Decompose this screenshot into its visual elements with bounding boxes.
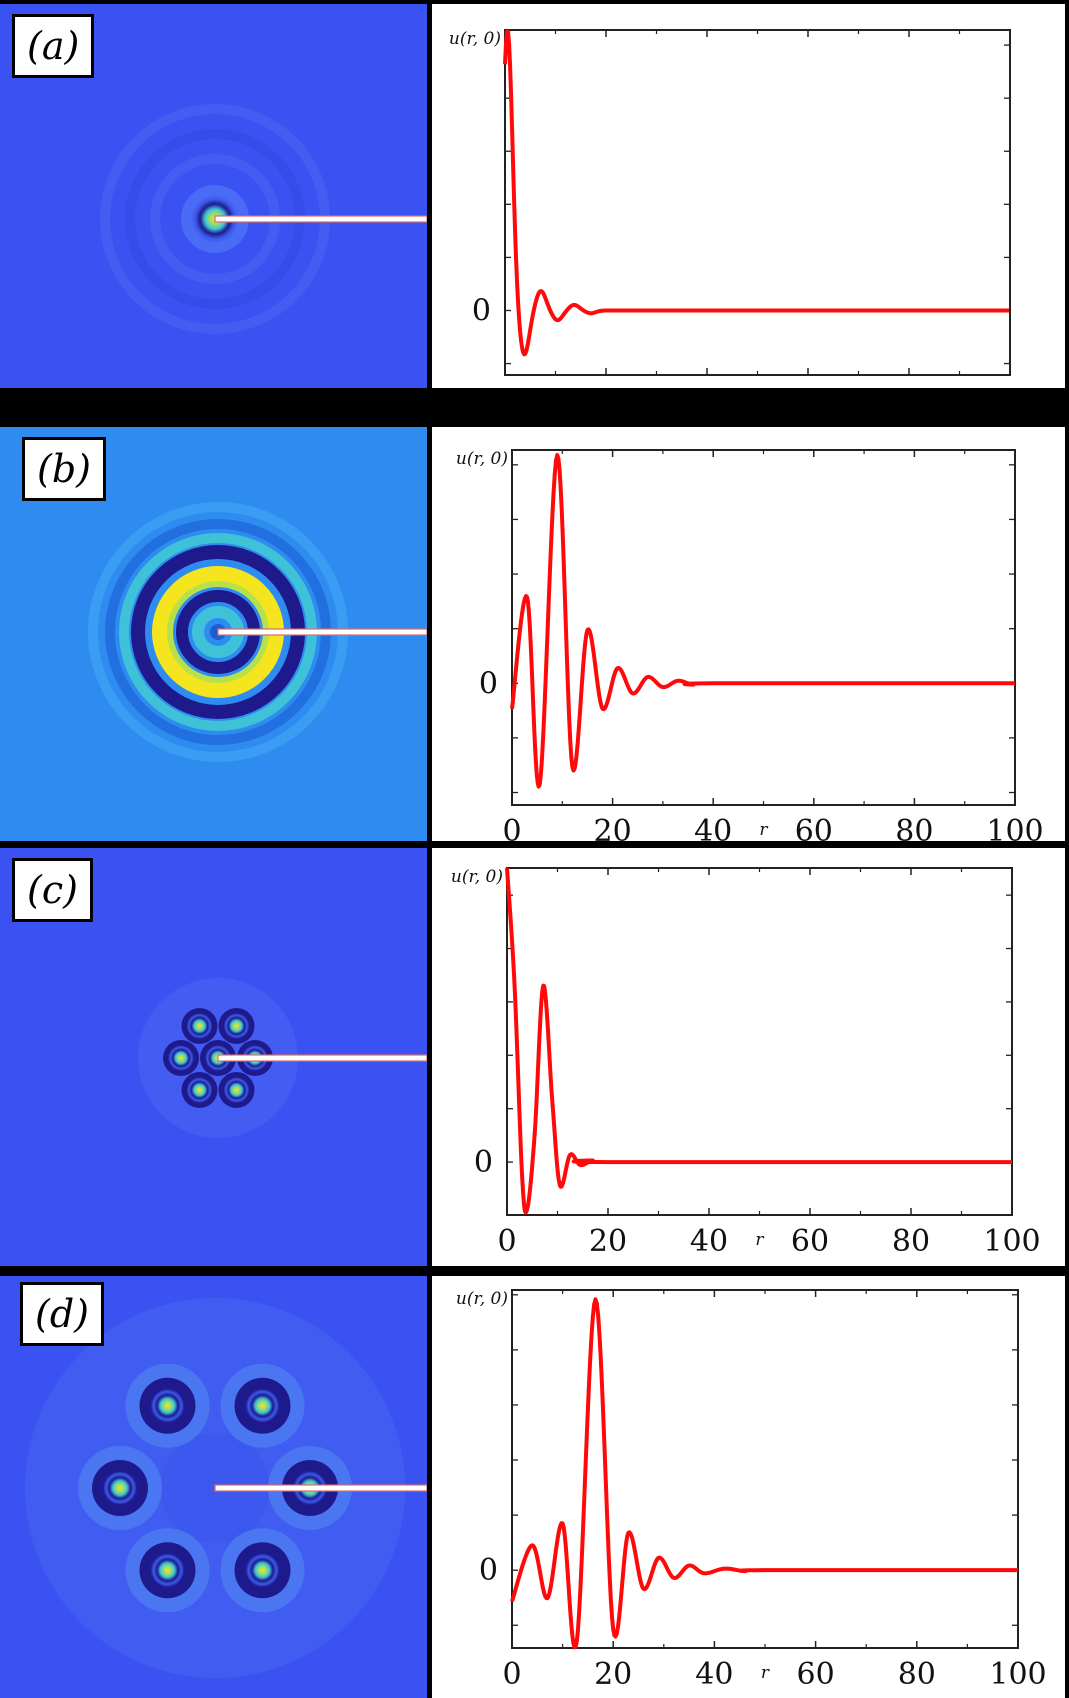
- series-line-u: [510, 1297, 1018, 1650]
- y-tick-label: 0: [479, 666, 498, 701]
- x-axis-label: r: [761, 1663, 770, 1683]
- x-tick-label: 80: [895, 814, 933, 841]
- x-tick-label: 60: [795, 814, 833, 841]
- panel-b-profile-plot: 0 20 40 60 80 100 0 u(r, 0) r: [432, 427, 1065, 841]
- cross-section-line: [214, 1484, 427, 1492]
- x-tick-label: 60: [789, 384, 827, 388]
- panel-label: (b): [22, 437, 106, 501]
- plot-frame: [511, 449, 1016, 806]
- x-tick-label: 20: [594, 814, 632, 841]
- x-tick-label: 20: [589, 1224, 627, 1259]
- line-chart: 0 20 40 60 80 100 0 u(r, 0) r: [456, 1289, 1047, 1692]
- x-tick-label: 0: [495, 384, 514, 388]
- y-tick-label: 0: [474, 1145, 493, 1180]
- y-axis-label: u(r, 0): [449, 29, 501, 49]
- plot-frame: [504, 29, 1011, 376]
- y-tick-label: 0: [472, 293, 491, 328]
- x-tick-label: 100: [983, 1224, 1040, 1259]
- x-tick-label: 100: [986, 814, 1043, 841]
- x-tick-label: 0: [502, 1657, 521, 1692]
- x-tick-label: 60: [797, 1657, 835, 1692]
- y-axis-label: u(r, 0): [456, 1289, 508, 1309]
- line-chart: 0 20 40 60 80 100 0 u(r, 0) r: [456, 449, 1044, 841]
- x-tick-label: 100: [989, 1657, 1046, 1692]
- y-axis-label: u(r, 0): [456, 449, 508, 469]
- x-tick-label: 20: [594, 1657, 632, 1692]
- x-tick-label: 20: [587, 384, 625, 388]
- x-tick-label: 0: [497, 1224, 516, 1259]
- x-tick-label: 80: [898, 1657, 936, 1692]
- x-tick-label: 40: [688, 384, 726, 388]
- x-tick-label: 0: [502, 814, 521, 841]
- x-tick-label: 100: [981, 384, 1038, 388]
- cross-section-line: [217, 1054, 427, 1062]
- cross-section-line: [217, 628, 427, 636]
- panel-label: (a): [12, 14, 95, 78]
- panel-label: (d): [20, 1282, 104, 1346]
- x-tick-label: 80: [890, 384, 928, 388]
- series-line-u: [505, 867, 1012, 1215]
- x-tick-label: 80: [892, 1224, 930, 1259]
- panel-label: (c): [12, 858, 93, 922]
- x-tick-label: 40: [694, 814, 732, 841]
- x-tick-label: 40: [695, 1657, 733, 1692]
- panel-d-field-image: [0, 1276, 427, 1698]
- plot-frame: [511, 1289, 1019, 1649]
- cross-section-line: [214, 215, 427, 223]
- series-line-u: [503, 29, 1010, 357]
- series-line-u: [510, 453, 1016, 789]
- panel-c-profile-plot: 0 20 40 60 80 100 0 u(r, 0) r: [432, 848, 1065, 1266]
- x-axis-label: r: [755, 1230, 764, 1250]
- y-tick-label: 0: [479, 1553, 498, 1588]
- y-axis-label: u(r, 0): [451, 867, 503, 887]
- panel-d-profile-plot: 0 20 40 60 80 100 0 u(r, 0) r: [432, 1276, 1065, 1698]
- line-chart: 0 20 40 60 80 100 0 u(r, 0) r: [451, 867, 1041, 1259]
- x-tick-label: 40: [690, 1224, 728, 1259]
- x-tick-label: 60: [791, 1224, 829, 1259]
- x-axis-label: r: [759, 820, 768, 840]
